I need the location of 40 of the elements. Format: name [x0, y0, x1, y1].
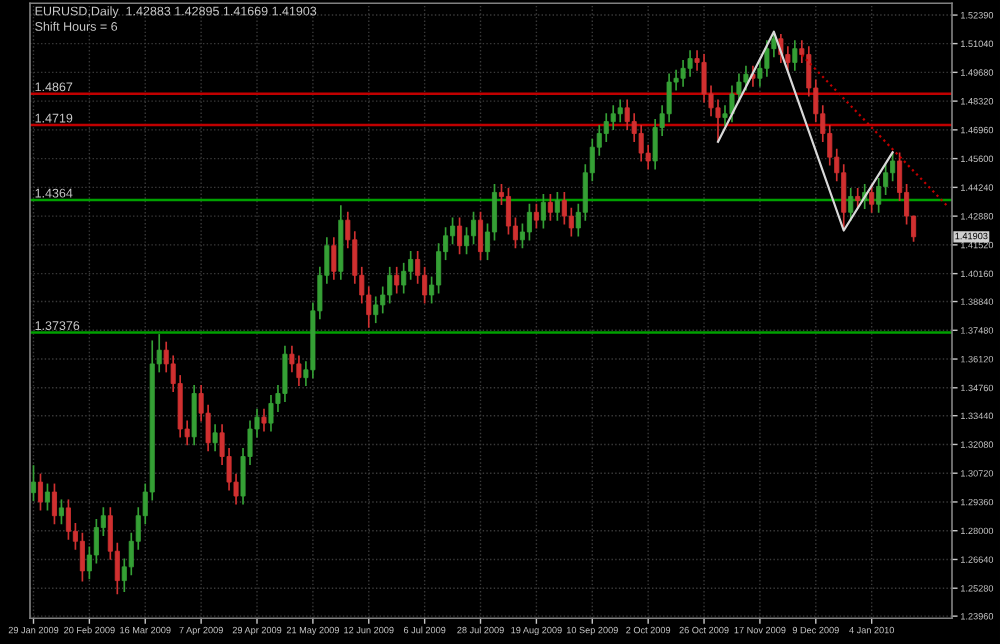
- candlestick: [79, 531, 85, 583]
- line-series: [716, 30, 894, 232]
- candlestick: [436, 242, 442, 295]
- candlestick: [568, 206, 574, 238]
- candlestick: [51, 482, 57, 525]
- candlestick: [30, 464, 37, 502]
- candlestick: [387, 266, 393, 305]
- candlestick: [65, 498, 71, 541]
- candlestick: [58, 498, 64, 525]
- candlestick: [394, 266, 400, 295]
- candlestick: [450, 216, 456, 246]
- candlestick: [617, 98, 623, 124]
- candlestick: [401, 262, 407, 295]
- candlestick: [191, 384, 197, 447]
- candlestick: [296, 354, 302, 387]
- candlestick: [44, 482, 50, 512]
- candlestick: [890, 152, 896, 183]
- candlestick: [743, 64, 749, 92]
- candlestick: [464, 226, 470, 256]
- candlestick: [869, 183, 875, 214]
- candlestick: [792, 39, 798, 72]
- candlestick: [526, 203, 532, 242]
- candlestick: [603, 112, 609, 143]
- candlestick: [261, 407, 267, 433]
- candlestick: [422, 266, 428, 305]
- candlestick: [848, 187, 854, 222]
- candlestick: [93, 518, 99, 565]
- candlestick: [478, 210, 484, 261]
- candlestick: [471, 210, 477, 246]
- candlestick: [533, 203, 539, 230]
- candlestick: [547, 193, 553, 222]
- candlestick: [331, 236, 337, 281]
- candlestick: [505, 187, 511, 236]
- candlestick: [540, 193, 546, 230]
- candlestick: [373, 295, 379, 324]
- candlestick: [457, 216, 463, 256]
- candlestick: [876, 177, 882, 214]
- candlestick: [212, 423, 218, 453]
- candlestick: [554, 191, 560, 222]
- candlestick: [37, 472, 43, 512]
